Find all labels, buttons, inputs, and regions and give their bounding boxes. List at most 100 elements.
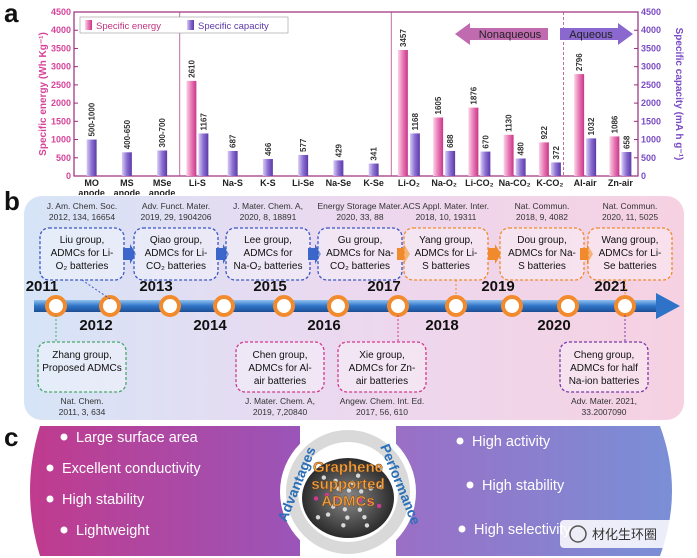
timeline-node bbox=[45, 295, 67, 317]
milestone-text: CO₂ batteries bbox=[146, 261, 206, 272]
atom-dot bbox=[357, 497, 363, 503]
bar-energy bbox=[503, 134, 514, 176]
advantage-item: High stability bbox=[62, 492, 145, 508]
milestone-text: Wang group, bbox=[602, 235, 659, 246]
atom-dot bbox=[355, 473, 361, 478]
bar-capacity bbox=[86, 139, 97, 176]
year-label: 2021 bbox=[594, 278, 627, 295]
bar-capacity bbox=[298, 154, 309, 176]
bar-capacity bbox=[550, 162, 561, 176]
milestone-text: ADMCs for Al- bbox=[248, 363, 311, 374]
bullet-icon bbox=[466, 481, 474, 489]
wechat-icon bbox=[569, 525, 587, 543]
milestone-text: S batteries bbox=[518, 261, 566, 272]
x-tick-label: MO bbox=[84, 178, 99, 188]
x-tick-label: Li-Se bbox=[292, 178, 314, 188]
reference-line2: 2020, 11, 5025 bbox=[602, 212, 658, 222]
legend-box bbox=[79, 16, 289, 34]
y-tick-label-left: 0 bbox=[66, 171, 71, 181]
atom-dot bbox=[379, 484, 384, 490]
atom-dot bbox=[325, 512, 331, 517]
milestone-box-bottom bbox=[37, 341, 127, 393]
bar-energy bbox=[574, 74, 585, 176]
y-axis-label-left: Specific energy (Wh Kg⁻¹) bbox=[38, 32, 49, 156]
milestone-text: S batteries bbox=[422, 261, 470, 272]
bar-capacity bbox=[198, 133, 209, 176]
watermark-background bbox=[560, 520, 690, 548]
center-title-line: ADMCs bbox=[321, 493, 374, 510]
data-label-capacity: 480 bbox=[517, 142, 526, 156]
legend-swatch-capacity bbox=[187, 20, 194, 30]
bar-chart: 0 0 500 500 1000 1000 1500 1500 2000 2000 2500 2500… bbox=[38, 7, 684, 195]
atom-dot bbox=[350, 480, 355, 485]
x-tick-label: K-Se bbox=[363, 178, 384, 188]
bar-capacity bbox=[586, 138, 597, 176]
x-tick-label: Na-S bbox=[222, 178, 243, 188]
reference-line1: Adv. Mater. 2021, bbox=[571, 396, 637, 406]
atom-dot bbox=[358, 489, 364, 494]
y-tick-label-left: 4500 bbox=[51, 7, 71, 17]
milestone-box-bottom bbox=[559, 341, 649, 393]
bar-energy bbox=[397, 50, 408, 177]
panel-label-a: a bbox=[4, 0, 19, 28]
milestone-text: ADMCs for Li- bbox=[51, 248, 114, 259]
data-label-energy: 2610 bbox=[187, 60, 196, 78]
milestone-text: Yang group, bbox=[419, 235, 473, 246]
reference-line2: 33.2007090 bbox=[582, 407, 627, 417]
y-tick-label-left: 2500 bbox=[51, 80, 71, 90]
atom-dot bbox=[336, 486, 341, 491]
reference-line1: J. Am. Chem. Soc. bbox=[47, 201, 117, 211]
data-label-energy: 3457 bbox=[399, 29, 408, 47]
reference-line1: Adv. Funct. Mater. bbox=[142, 201, 210, 211]
atom-dot bbox=[362, 514, 367, 520]
y-tick-label-left: 1000 bbox=[51, 135, 71, 145]
milestone-text: air batteries bbox=[254, 376, 306, 387]
milestone-text: ADMCs for Zn- bbox=[349, 363, 416, 374]
data-label-capacity: 429 bbox=[334, 143, 343, 157]
data-label-capacity: 1167 bbox=[199, 113, 208, 131]
x-tick-label: K-S bbox=[260, 178, 276, 188]
y-tick-label-left: 1500 bbox=[51, 116, 71, 126]
data-label-capacity: 372 bbox=[552, 146, 561, 160]
timeline-node bbox=[445, 295, 467, 317]
bar-capacity bbox=[621, 152, 632, 176]
center-ring bbox=[286, 430, 410, 554]
reference-line2: 2020, 33, 88 bbox=[336, 212, 384, 222]
reference-line1: Energy Storage Mater. bbox=[317, 201, 402, 211]
reference-line2: 2018, 9, 4082 bbox=[516, 212, 568, 222]
atom-dot bbox=[345, 515, 350, 520]
year-label: 2019 bbox=[481, 278, 514, 295]
year-label: 2020 bbox=[537, 317, 570, 334]
y-tick-label-right: 4000 bbox=[641, 25, 661, 35]
reference-line2: 2017, 56, 610 bbox=[356, 407, 408, 417]
reference-line2: 2020, 8, 18891 bbox=[240, 212, 297, 222]
bar-energy bbox=[433, 117, 444, 176]
nonaqueous-label: Nonaqueous bbox=[479, 29, 542, 41]
x-tick-label: MS bbox=[120, 178, 134, 188]
data-label-capacity: 500-1000 bbox=[88, 102, 97, 136]
milestone-text: Dou group, bbox=[517, 235, 566, 246]
timeline: 2011 2012 2013 2014 2015 2016 2017 2018 2019 2020… bbox=[24, 196, 684, 420]
milestone-text: ADMCs for bbox=[244, 248, 294, 259]
reference-line1: Nat. Commun. bbox=[603, 201, 658, 211]
data-label-energy: 922 bbox=[540, 125, 549, 139]
bar-capacity bbox=[227, 150, 238, 176]
milestone-text: O₂ batteries bbox=[56, 261, 109, 272]
atom-dot bbox=[313, 496, 319, 501]
bar-capacity bbox=[409, 133, 420, 176]
atom-dot bbox=[342, 507, 348, 512]
legend-label-capacity: Specific capacity bbox=[198, 21, 269, 32]
data-label-capacity: 687 bbox=[229, 134, 238, 148]
y-tick-label-left: 500 bbox=[56, 153, 71, 163]
atom-dot bbox=[333, 478, 338, 484]
x-tick-label: Na-CO₂ bbox=[499, 178, 531, 188]
milestone-text: Chen group, bbox=[252, 350, 307, 361]
reference-line1: Nat. Chem. bbox=[61, 396, 104, 406]
x-tick-label: Zn-air bbox=[608, 178, 633, 188]
timeline-node bbox=[327, 295, 349, 317]
milestone-box bbox=[587, 227, 673, 281]
y-axis-label-right: Specific capacity (mA h g⁻¹) bbox=[673, 28, 684, 161]
timeline-node bbox=[501, 295, 523, 317]
milestone-text: ADMCs for Li- bbox=[599, 248, 662, 259]
reference-line1: Nat. Commun. bbox=[515, 201, 570, 211]
